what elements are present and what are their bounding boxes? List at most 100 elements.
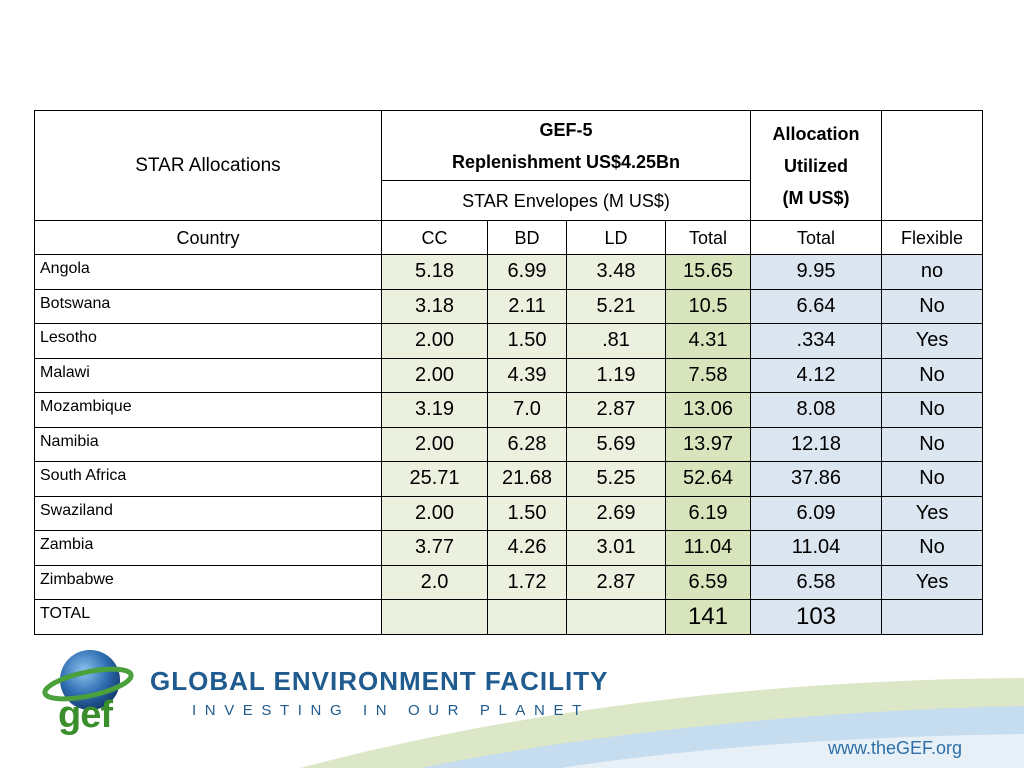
cc-cell: 25.71 bbox=[381, 461, 488, 497]
utilized-cell: 6.09 bbox=[750, 495, 883, 531]
flexible-cell: No bbox=[881, 461, 984, 497]
utilized-cell: 37.86 bbox=[750, 461, 883, 497]
bd-cell: 1.50 bbox=[487, 323, 567, 359]
grand-utilized-cell: 103 bbox=[750, 599, 883, 635]
country-cell: Zambia bbox=[34, 530, 382, 566]
flexible-cell: No bbox=[881, 530, 984, 566]
flexible-cell: Yes bbox=[881, 323, 984, 359]
allocation-header-line3: (M US$) bbox=[782, 187, 850, 208]
cc-cell: 2.00 bbox=[381, 495, 488, 531]
allocation-header-line2: Utilized bbox=[784, 155, 849, 176]
bd-cell: 6.99 bbox=[487, 254, 567, 290]
gef-header: GEF-5 Replenishment US$4.25Bn bbox=[380, 110, 752, 181]
cc-cell: 3.18 bbox=[381, 288, 488, 324]
title-cell: STAR Allocations bbox=[34, 110, 382, 221]
col-header-total: Total bbox=[664, 220, 752, 255]
ld-cell: 2.69 bbox=[566, 495, 666, 531]
table-row: Botswana 3.18 2.11 5.21 10.5 6.64 No bbox=[34, 288, 984, 324]
country-cell: Malawi bbox=[34, 357, 382, 393]
cc-cell: 2.00 bbox=[381, 323, 488, 359]
website-link[interactable]: www.theGEF.org bbox=[828, 738, 963, 758]
flexible-cell: Yes bbox=[881, 495, 984, 531]
ld-cell: .81 bbox=[566, 323, 666, 359]
gef-header-line1: GEF-5 bbox=[539, 119, 593, 140]
cc-cell: 5.18 bbox=[381, 254, 488, 290]
globe-icon bbox=[42, 650, 134, 710]
country-cell: South Africa bbox=[34, 461, 382, 497]
country-cell: Zimbabwe bbox=[34, 564, 382, 600]
col-header-bd: BD bbox=[487, 220, 567, 255]
total-cell: 13.97 bbox=[664, 426, 752, 462]
bd-cell: 1.72 bbox=[487, 564, 567, 600]
allocation-header-line1: Allocation bbox=[772, 123, 860, 144]
total-cell: 15.65 bbox=[664, 254, 752, 290]
bd-cell: 6.28 bbox=[487, 426, 567, 462]
col-header-flexible: Flexible bbox=[881, 220, 984, 255]
envelopes-header: STAR Envelopes (M US$) bbox=[380, 180, 752, 221]
ld-cell: 5.69 bbox=[566, 426, 666, 462]
ld-cell: 5.25 bbox=[566, 461, 666, 497]
table-row: Swaziland 2.00 1.50 2.69 6.19 6.09 Yes bbox=[34, 495, 984, 531]
footer bbox=[0, 640, 1024, 768]
ld-cell: 3.01 bbox=[566, 530, 666, 566]
table-row: Mozambique 3.19 7.0 2.87 13.06 8.08 No bbox=[34, 392, 984, 428]
total-cell: 6.59 bbox=[664, 564, 752, 600]
flexible-cell: No bbox=[881, 288, 984, 324]
utilized-cell: 6.58 bbox=[750, 564, 883, 600]
org-name: GLOBAL ENVIRONMENT FACILITY bbox=[150, 666, 609, 696]
country-cell: Angola bbox=[34, 254, 382, 290]
empty-header-cell bbox=[881, 110, 984, 221]
utilized-cell: 8.08 bbox=[750, 392, 883, 428]
tagline: INVESTING IN OUR PLANET bbox=[192, 702, 590, 719]
total-cell: 6.19 bbox=[664, 495, 752, 531]
table-row: Namibia 2.00 6.28 5.69 13.97 12.18 No bbox=[34, 426, 984, 462]
table-row: Angola 5.18 6.99 3.48 15.65 9.95 no bbox=[34, 254, 984, 290]
flexible-cell: No bbox=[881, 392, 984, 428]
ld-cell: 2.87 bbox=[566, 564, 666, 600]
total-bd-cell bbox=[487, 599, 567, 635]
total-row: TOTAL 141 103 bbox=[34, 599, 984, 635]
ld-cell: 5.21 bbox=[566, 288, 666, 324]
flexible-cell: No bbox=[881, 426, 984, 462]
utilized-cell: 6.64 bbox=[750, 288, 883, 324]
table-row: South Africa 25.71 21.68 5.25 52.64 37.8… bbox=[34, 461, 984, 497]
col-header-cc: CC bbox=[381, 220, 488, 255]
bd-cell: 1.50 bbox=[487, 495, 567, 531]
footer-swoosh bbox=[300, 678, 1024, 768]
country-cell: Swaziland bbox=[34, 495, 382, 531]
bd-cell: 7.0 bbox=[487, 392, 567, 428]
total-ld-cell bbox=[566, 599, 666, 635]
cc-cell: 2.0 bbox=[381, 564, 488, 600]
bd-cell: 2.11 bbox=[487, 288, 567, 324]
utilized-cell: 11.04 bbox=[750, 530, 883, 566]
ld-cell: 2.87 bbox=[566, 392, 666, 428]
utilized-cell: 9.95 bbox=[750, 254, 883, 290]
bd-cell: 4.39 bbox=[487, 357, 567, 393]
country-cell: Lesotho bbox=[34, 323, 382, 359]
flexible-cell: No bbox=[881, 357, 984, 393]
star-allocations-table: STAR Allocations GEF-5 Replenishment US$… bbox=[34, 110, 984, 635]
total-cell: 52.64 bbox=[664, 461, 752, 497]
gef-logo-text: gef bbox=[58, 694, 113, 736]
bd-cell: 21.68 bbox=[487, 461, 567, 497]
country-cell: Mozambique bbox=[34, 392, 382, 428]
country-cell: Namibia bbox=[34, 426, 382, 462]
total-cell: 11.04 bbox=[664, 530, 752, 566]
table-row: Malawi 2.00 4.39 1.19 7.58 4.12 No bbox=[34, 357, 984, 393]
gef-header-line2: Replenishment US$4.25Bn bbox=[451, 151, 681, 172]
table-row: Zambia 3.77 4.26 3.01 11.04 11.04 No bbox=[34, 530, 984, 566]
total-cell: 4.31 bbox=[664, 323, 752, 359]
total-label-cell: TOTAL bbox=[34, 599, 382, 635]
grand-total-cell: 141 bbox=[664, 599, 752, 635]
flexible-cell: no bbox=[881, 254, 984, 290]
allocation-header: Allocation Utilized (M US$) bbox=[750, 110, 883, 221]
table-row: Zimbabwe 2.0 1.72 2.87 6.59 6.58 Yes bbox=[34, 564, 984, 600]
col-header-utilized-total: Total bbox=[750, 220, 883, 255]
flexible-cell: Yes bbox=[881, 564, 984, 600]
bd-cell: 4.26 bbox=[487, 530, 567, 566]
total-flexible-cell bbox=[881, 599, 984, 635]
total-cell: 7.58 bbox=[664, 357, 752, 393]
total-cell: 13.06 bbox=[664, 392, 752, 428]
utilized-cell: .334 bbox=[750, 323, 883, 359]
